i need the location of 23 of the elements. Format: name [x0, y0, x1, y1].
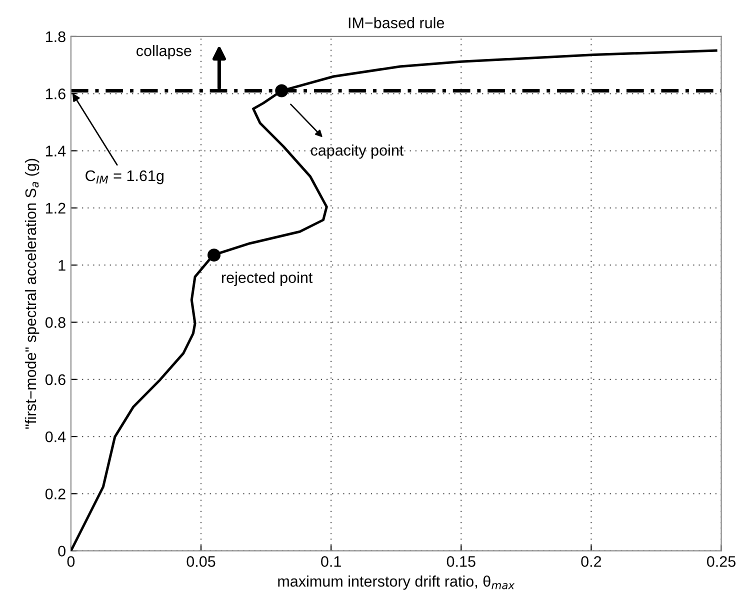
x-tick-label: 0: [67, 556, 75, 567]
x-tick-label: 0.1: [321, 556, 341, 567]
chart-title: IM−based rule: [348, 17, 444, 28]
y-tick-label: 1.8: [46, 31, 66, 42]
y-tick-label: 1.2: [46, 202, 66, 214]
y-tick-label: 0.2: [45, 488, 66, 500]
y-tick-label: 1: [58, 260, 66, 271]
y-tick-label: 0: [58, 546, 66, 557]
x-tick-label: 0.25: [706, 556, 736, 567]
annotation: C$_{IM}$ = 1.61g: [86, 170, 164, 184]
x-tick-label: 0.2: [581, 556, 602, 567]
annotation: collapse: [136, 44, 192, 60]
y-tick-label: 0.4: [45, 431, 66, 442]
y-axis-title: "first−mode" spectral acceleration S$_{a}$ (g): [24, 158, 40, 429]
x-tick-label: 0.05: [186, 556, 216, 567]
y-tick-label: 0.8: [45, 317, 66, 328]
annotation: rejected point: [222, 272, 313, 286]
x-tick-label: 0.15: [446, 556, 476, 567]
y-tick-label: 1.4: [46, 146, 66, 156]
x-axis-title: maximum interstory drift ratio, θ$_{max}$: [278, 576, 515, 590]
annotation: capacity point: [310, 144, 404, 159]
y-tick-label: 0.6: [45, 374, 66, 386]
y-tick-label: 1.6: [46, 88, 66, 100]
